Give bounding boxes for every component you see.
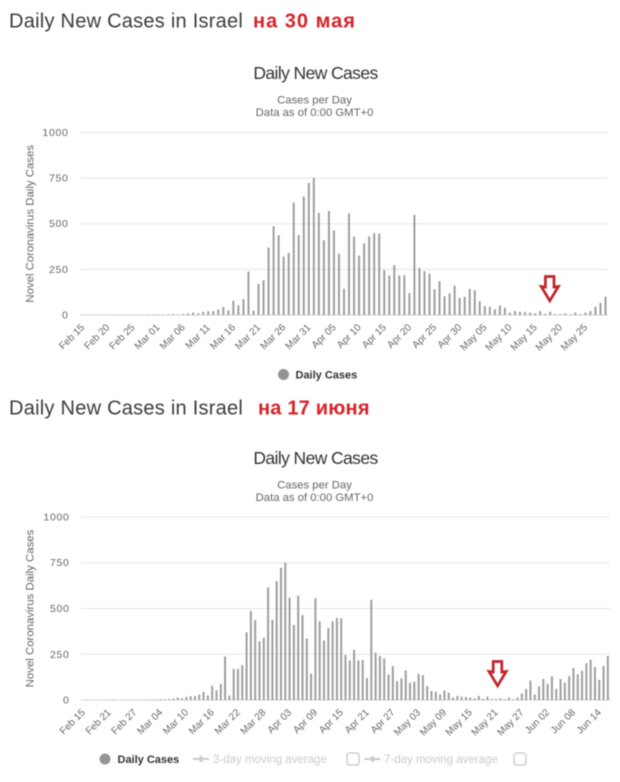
svg-text:Daily Cases: Daily Cases xyxy=(296,370,358,382)
svg-text:Novel Coronavirus Daily Cases: Novel Coronavirus Daily Cases xyxy=(25,529,37,687)
svg-text:250: 250 xyxy=(50,649,70,661)
svg-text:7-day moving average: 7-day moving average xyxy=(384,754,498,766)
svg-text:Daily New Cases: Daily New Cases xyxy=(253,63,378,83)
svg-text:500: 500 xyxy=(49,218,69,230)
svg-text:на 17 июня: на 17 июня xyxy=(258,398,370,420)
svg-text:Data as of 0:00 GMT+0: Data as of 0:00 GMT+0 xyxy=(256,107,374,119)
svg-text:Daily New Cases in Israel: Daily New Cases in Israel xyxy=(9,11,243,33)
svg-text:Cases per Day: Cases per Day xyxy=(277,95,352,107)
svg-text:Daily New Cases: Daily New Cases xyxy=(253,448,378,468)
svg-text:1000: 1000 xyxy=(42,127,68,139)
svg-text:750: 750 xyxy=(50,557,70,569)
svg-text:на 30 мая: на 30 мая xyxy=(253,11,356,33)
svg-text:750: 750 xyxy=(49,173,69,185)
svg-text:0: 0 xyxy=(62,310,69,322)
svg-text:Data as of 0:00 GMT+0: Data as of 0:00 GMT+0 xyxy=(256,492,374,504)
svg-text:250: 250 xyxy=(49,264,69,276)
svg-text:1000: 1000 xyxy=(43,512,69,524)
svg-text:500: 500 xyxy=(50,603,70,615)
svg-text:Novel Coronavirus Daily Cases: Novel Coronavirus Daily Cases xyxy=(25,145,37,303)
svg-text:Daily Cases: Daily Cases xyxy=(118,754,180,766)
svg-text:3-day moving average: 3-day moving average xyxy=(213,754,327,766)
svg-text:Daily New Cases in Israel: Daily New Cases in Israel xyxy=(9,398,243,420)
svg-text:0: 0 xyxy=(63,695,70,707)
svg-text:Cases per Day: Cases per Day xyxy=(277,480,352,492)
